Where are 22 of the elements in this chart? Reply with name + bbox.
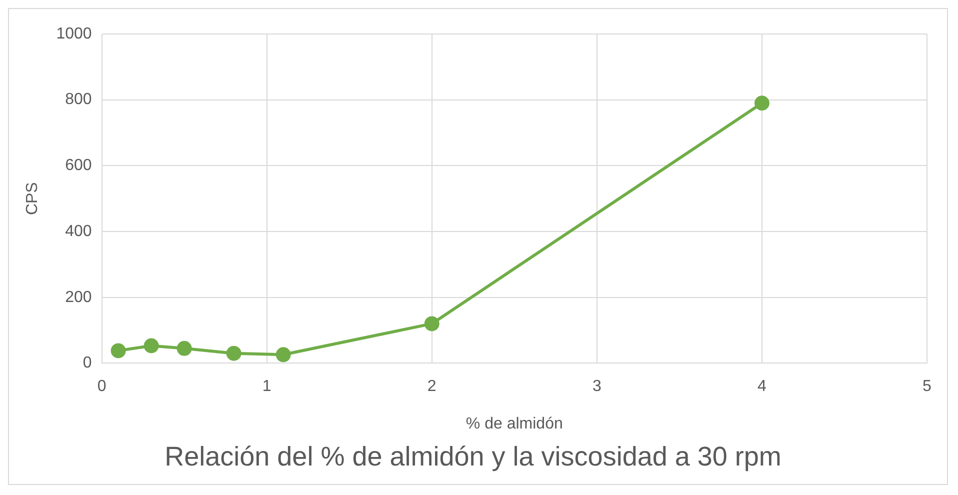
x-tick-label: 5 <box>922 378 932 396</box>
x-tick-label: 1 <box>262 378 272 396</box>
x-tick-label: 3 <box>592 378 602 396</box>
x-axis-title: % de almidón <box>466 415 563 432</box>
x-tick-label: 0 <box>97 378 106 396</box>
y-tick-label: 1000 <box>56 25 92 42</box>
x-tick-label: 2 <box>427 378 436 396</box>
point <box>754 96 770 111</box>
point <box>144 338 159 354</box>
point <box>226 346 242 361</box>
y-tick-label: 200 <box>65 288 92 306</box>
y-tick-label: 600 <box>65 157 92 174</box>
text: Relación del % de almidón y la viscosidad a 30 rpm <box>164 441 782 472</box>
point <box>424 316 440 332</box>
x-tick-label: 4 <box>758 378 767 396</box>
point <box>276 347 291 362</box>
y-axis-title: CPS <box>24 182 42 216</box>
point <box>176 340 192 356</box>
y-tick-label: 400 <box>65 222 92 240</box>
y-tick-label: 0 <box>82 354 92 372</box>
y-tick-label: 800 <box>65 91 92 108</box>
point <box>110 343 126 358</box>
